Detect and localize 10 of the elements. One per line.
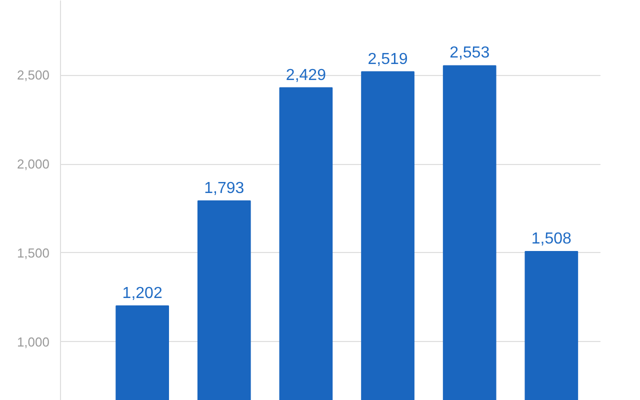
data-label: 2,429: [286, 66, 326, 84]
y-tick-label: 1,500: [16, 245, 50, 260]
data-label: 1,202: [122, 284, 162, 302]
data-label: 1,793: [204, 180, 244, 197]
data-label: 1,508: [531, 230, 572, 248]
y-tick-label: 2,500: [16, 68, 50, 83]
y-tick-label: 2,000: [16, 156, 50, 172]
y-tick-label: 1,000: [16, 334, 50, 350]
data-label: 2,519: [368, 50, 408, 68]
data-label: 2,553: [450, 44, 490, 62]
